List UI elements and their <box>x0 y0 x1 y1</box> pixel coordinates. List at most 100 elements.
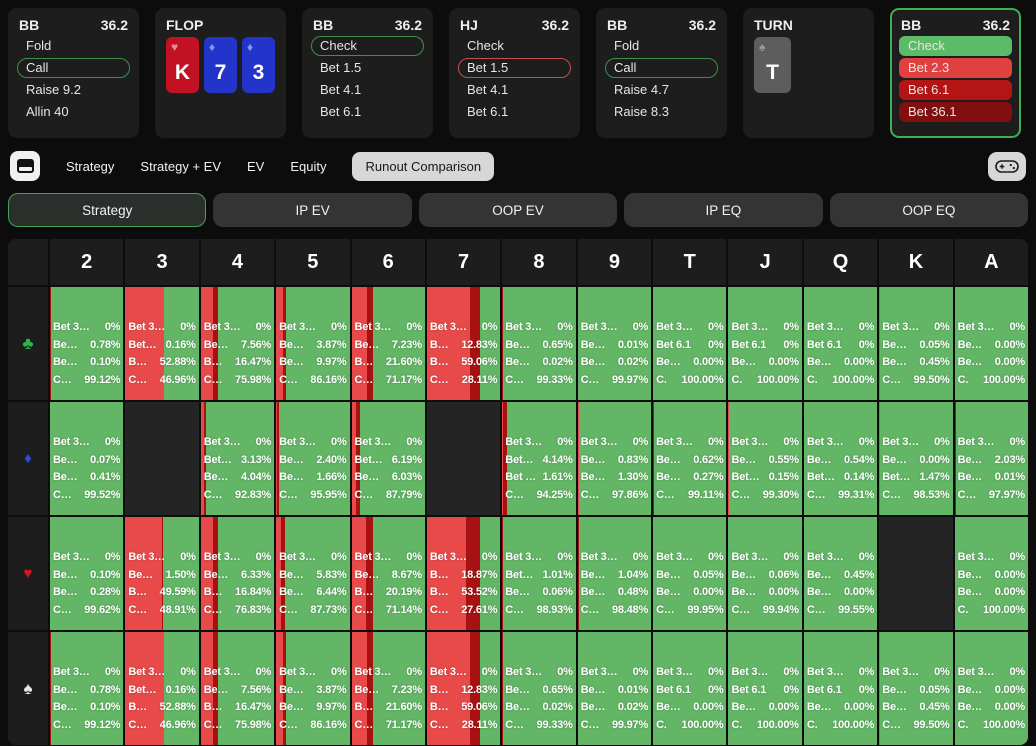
cell-line: Bet 3… 0% <box>279 549 347 567</box>
grid-cell-4club[interactable]: Bet 3… 0% Be… 7.56% B… 16.47% C… 75.98% <box>200 287 275 400</box>
action-label: Bet 3… <box>731 551 769 563</box>
action-label: C. <box>731 373 743 386</box>
grid-cell-8spade[interactable]: Bet 3… 0% Be… 0.65% Be… 0.02% C… 99.33% <box>502 632 576 745</box>
grid-cell-6spade[interactable]: Bet 3… 0% Be… 7.23% B… 21.60% C… 71.17% <box>351 632 425 745</box>
grid-cell-qspade[interactable]: Bet 3… 0% Bet 6.1 0% Be… 0.00% C. 100.00% <box>803 632 878 745</box>
grid-cell-2diamond[interactable]: Bet 3… 0% Be… 0.07% Be… 0.41% C… 99.52% <box>50 402 124 515</box>
action-bet-6-1[interactable]: Bet 6.1 <box>320 104 362 119</box>
tab-runout-comparison[interactable]: Runout Comparison <box>352 151 495 181</box>
action-bet-4-1[interactable]: Bet 4.1 <box>467 82 509 97</box>
action-bet-6-1[interactable]: Bet 6.1 <box>467 104 509 119</box>
action-frequency: 0% <box>934 321 950 333</box>
grid-cell-jspade[interactable]: Bet 3… 0% Bet 6.1 0% Be… 0.00% C. 100.00% <box>728 632 802 745</box>
grid-cell-4heart[interactable]: Bet 3… 0% Be… 6.33% B… 16.84% C… 76.83% <box>200 517 275 630</box>
grid-cell-qdiamond[interactable]: Bet 3… 0% Be… 0.54% Bet… 0.14% C… 99.31% <box>803 402 878 515</box>
grid-cell-5diamond[interactable]: Bet 3… 0% Be… 2.40% Be… 1.66% C… 95.95% <box>276 402 350 515</box>
cell-line: C… 97.97% <box>958 487 1026 505</box>
metric-button-oop-eq[interactable]: OOP EQ <box>829 193 1029 227</box>
grid-cell-2club[interactable]: Bet 3… 0% Be… 0.78% Be… 0.10% C… 99.12% <box>50 287 124 400</box>
card-3-diamond: ♦ 3 <box>242 37 275 93</box>
grid-cell-7club[interactable]: Bet 3… 0% B… 12.83% B… 59.06% C… 28.11% <box>426 287 501 400</box>
grid-cell-5club[interactable]: Bet 3… 0% Be… 3.87% Be… 9.97% C… 86.16% <box>276 287 350 400</box>
grid-cell-6heart[interactable]: Bet 3… 0% Be… 8.67% B… 20.19% C… 71.14% <box>351 517 425 630</box>
grid-cell-jclub[interactable]: Bet 3… 0% Bet 6.1 0% Be… 0.00% C. 100.00% <box>728 287 802 400</box>
grid-cell-3spade[interactable]: Bet 3… 0% Bet… 0.16% B… 52.88% C… 46.96% <box>125 632 199 745</box>
action-label: Be… <box>505 338 530 351</box>
grid-cell-4spade[interactable]: Bet 3… 0% Be… 7.56% B… 16.47% C… 75.98% <box>200 632 275 745</box>
tab-strategy-ev[interactable]: Strategy + EV <box>140 158 221 174</box>
grid-cell-qclub[interactable]: Bet 3… 0% Bet 6.1 0% Be… 0.00% C. 100.00% <box>803 287 878 400</box>
grid-cell-tspade[interactable]: Bet 3… 0% Bet 6.1 0% Be… 0.00% C. 100.00% <box>653 632 727 745</box>
grid-cell-9diamond[interactable]: Bet 3… 0% Be… 0.83% Be… 1.30% C… 97.86% <box>577 402 652 515</box>
action-fold[interactable]: Fold <box>614 38 640 53</box>
grid-cell-tclub[interactable]: Bet 3… 0% Bet 6.1 0% Be… 0.00% C. 100.00% <box>653 287 727 400</box>
grid-cell-qheart[interactable]: Bet 3… 0% Be… 0.45% Be… 0.00% C… 99.55% <box>803 517 878 630</box>
grid-cell-aheart[interactable]: Bet 3… 0% Be… 0.00% Be… 0.00% C. 100.00% <box>954 517 1028 630</box>
grid-cell-kdiamond[interactable]: Bet 3… 0% Be… 0.00% Bet… 1.47% C… 98.53% <box>879 402 953 515</box>
grid-cell-2spade[interactable]: Bet 3… 0% Be… 0.78% Be… 0.10% C… 99.12% <box>50 632 124 745</box>
grid-cell-aspade[interactable]: Bet 3… 0% Be… 0.00% Be… 0.00% C. 100.00% <box>954 632 1028 745</box>
grid-cell-7spade[interactable]: Bet 3… 0% B… 12.83% B… 59.06% C… 28.11% <box>426 632 501 745</box>
action-frequency: 97.86% <box>611 488 649 501</box>
grid-cell-8club[interactable]: Bet 3… 0% Be… 0.65% Be… 0.02% C… 99.33% <box>502 287 576 400</box>
action-check[interactable]: Check <box>899 36 1012 56</box>
action-raise-8-3[interactable]: Raise 8.3 <box>614 104 669 119</box>
grid-cell-2heart[interactable]: Bet 3… 0% Be… 0.10% Be… 0.28% C… 99.62% <box>50 517 124 630</box>
grid-cell-3heart[interactable]: Bet 3… 0% Be… 1.50% B… 49.59% C… 48.91% <box>125 517 199 630</box>
practice-mode-button[interactable] <box>988 151 1026 181</box>
action-raise-4-7[interactable]: Raise 4.7 <box>614 82 669 97</box>
strategy-bars <box>50 632 124 745</box>
grid-cell-9heart[interactable]: Bet 3… 0% Be… 1.04% Be… 0.48% C… 98.48% <box>577 517 652 630</box>
grid-cell-adiamond[interactable]: Bet 3… 0% Be… 2.03% Be… 0.01% C… 97.97% <box>954 402 1028 515</box>
cell-line: Bet 3… 0% <box>355 434 423 452</box>
metric-button-oop-ev[interactable]: OOP EV <box>418 193 618 227</box>
action-frequency: 0% <box>783 666 799 678</box>
action-bet-6-1[interactable]: Bet 6.1 <box>899 80 1012 100</box>
grid-cell-3club[interactable]: Bet 3… 0% Bet… 0.16% B… 52.88% C… 46.96% <box>125 287 199 400</box>
grid-cell-9spade[interactable]: Bet 3… 0% Be… 0.01% Be… 0.02% C… 99.97% <box>577 632 652 745</box>
grid-cell-tdiamond[interactable]: Bet 3… 0% Be… 0.62% Be… 0.27% C… 99.11% <box>653 402 727 515</box>
grid-cell-4diamond[interactable]: Bet 3… 0% Bet… 3.13% Be… 4.04% C… 92.83% <box>200 402 275 515</box>
action-call[interactable]: Call <box>17 58 130 78</box>
cell-line: Be… 1.30% <box>581 469 649 487</box>
grid-cell-jdiamond[interactable]: Bet 3… 0% Be… 0.55% Bet… 0.15% C… 99.30% <box>728 402 802 515</box>
grid-cell-kspade[interactable]: Bet 3… 0% Be… 0.05% Be… 0.45% C… 99.50% <box>879 632 953 745</box>
action-bet-2-3[interactable]: Bet 2.3 <box>899 58 1012 78</box>
grid-cell-aclub[interactable]: Bet 3… 0% Be… 0.00% Be… 0.00% C. 100.00% <box>954 287 1028 400</box>
grid-cell-5heart[interactable]: Bet 3… 0% Be… 5.83% Be… 6.44% C… 87.73% <box>276 517 350 630</box>
grid-cell-theart[interactable]: Bet 3… 0% Be… 0.05% Be… 0.00% C… 99.95% <box>653 517 727 630</box>
action-bet-4-1[interactable]: Bet 4.1 <box>320 82 362 97</box>
action-bet-36-1[interactable]: Bet 36.1 <box>899 102 1012 122</box>
tab-strategy[interactable]: Strategy <box>66 158 115 174</box>
grid-cell-jheart[interactable]: Bet 3… 0% Be… 0.06% Be… 0.00% C… 99.94% <box>728 517 802 630</box>
grid-cell-6diamond[interactable]: Bet 3… 0% Bet… 6.19% Be… 6.03% C… 87.79% <box>351 402 425 515</box>
board-view-button[interactable] <box>10 151 40 181</box>
action-call[interactable]: Call <box>605 58 718 78</box>
action-frequency: 99.30% <box>762 488 799 501</box>
action-bet-1-5[interactable]: Bet 1.5 <box>458 58 571 78</box>
bar-check <box>286 287 350 400</box>
grid-cell-8heart[interactable]: Bet 3… 0% Bet… 1.01% Be… 0.06% C… 98.93% <box>502 517 576 630</box>
metric-button-strategy[interactable]: Strategy <box>8 193 207 227</box>
cell-text: Bet 3… 0% Be… 0.00% Be… 0.00% C. 100.00% <box>955 517 1028 630</box>
action-allin-40[interactable]: Allin 40 <box>26 104 69 119</box>
tab-ev[interactable]: EV <box>247 158 265 174</box>
cell-line: Be… 8.67% <box>355 567 423 585</box>
action-check[interactable]: Check <box>467 38 504 53</box>
action-check[interactable]: Check <box>311 36 424 56</box>
grid-cell-8diamond[interactable]: Bet 3… 0% Bet… 4.14% Bet … 1.61% C… 94.25% <box>502 402 576 515</box>
metric-button-ip-ev[interactable]: IP EV <box>213 193 412 227</box>
bar-bet23 <box>426 517 467 630</box>
action-bet-1-5[interactable]: Bet 1.5 <box>320 60 362 75</box>
cell-line: C… 99.11% <box>656 487 724 505</box>
grid-cell-9club[interactable]: Bet 3… 0% Be… 0.01% Be… 0.02% C… 99.97% <box>577 287 652 400</box>
metric-button-ip-eq[interactable]: IP EQ <box>624 193 823 227</box>
grid-cell-kclub[interactable]: Bet 3… 0% Be… 0.05% Be… 0.45% C… 99.50% <box>879 287 953 400</box>
tab-equity[interactable]: Equity <box>290 158 327 174</box>
grid-cell-6club[interactable]: Bet 3… 0% Be… 7.23% B… 21.60% C… 71.17% <box>351 287 425 400</box>
grid-cell-5spade[interactable]: Bet 3… 0% Be… 3.87% Be… 9.97% C… 86.16% <box>276 632 350 745</box>
action-raise-9-2[interactable]: Raise 9.2 <box>26 82 81 97</box>
grid-cell-7heart[interactable]: Bet 3… 0% B… 18.87% B… 53.52% C… 27.61% <box>426 517 501 630</box>
bar-bet23 <box>502 402 504 515</box>
action-fold[interactable]: Fold <box>26 38 52 53</box>
